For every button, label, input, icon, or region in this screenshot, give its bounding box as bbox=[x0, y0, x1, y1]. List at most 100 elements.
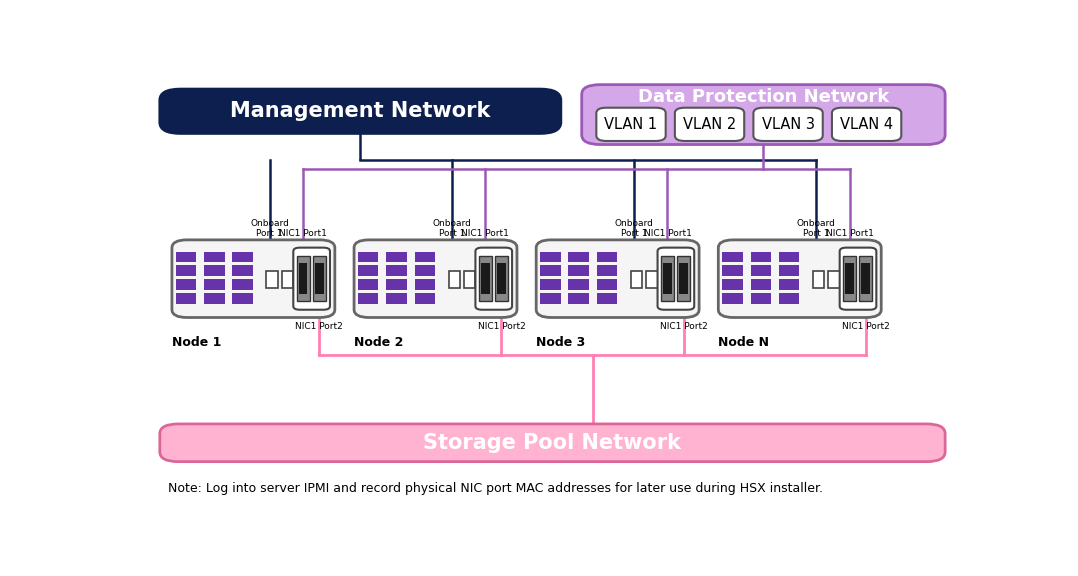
Text: Note: Log into server IPMI and record physical NIC port MAC addresses for later : Note: Log into server IPMI and record ph… bbox=[168, 482, 824, 495]
Bar bbox=[540, 266, 561, 275]
Bar bbox=[859, 256, 872, 301]
Bar bbox=[828, 271, 840, 288]
Bar bbox=[631, 271, 642, 288]
Bar bbox=[540, 279, 561, 290]
Bar bbox=[779, 252, 799, 262]
Bar bbox=[386, 252, 406, 262]
Bar bbox=[495, 256, 508, 301]
Text: NIC1 Port2: NIC1 Port2 bbox=[660, 322, 707, 331]
Text: NIC1 Port1: NIC1 Port1 bbox=[279, 229, 327, 238]
Bar bbox=[204, 266, 224, 275]
Bar bbox=[779, 279, 799, 290]
Bar bbox=[481, 263, 489, 294]
Bar bbox=[663, 263, 672, 294]
Text: NIC1 Port1: NIC1 Port1 bbox=[461, 229, 509, 238]
Bar bbox=[204, 293, 224, 304]
FancyBboxPatch shape bbox=[160, 89, 561, 134]
Bar bbox=[313, 256, 326, 301]
Text: Management Network: Management Network bbox=[230, 101, 490, 122]
Bar bbox=[568, 279, 589, 290]
Text: Node 1: Node 1 bbox=[171, 336, 221, 349]
Bar bbox=[750, 293, 771, 304]
FancyBboxPatch shape bbox=[754, 108, 823, 141]
Bar bbox=[568, 266, 589, 275]
Bar bbox=[204, 279, 224, 290]
Text: NIC1 Port2: NIC1 Port2 bbox=[842, 322, 889, 331]
Bar bbox=[415, 293, 434, 304]
Bar bbox=[722, 252, 743, 262]
Text: VLAN 1: VLAN 1 bbox=[605, 117, 658, 132]
Bar bbox=[415, 252, 434, 262]
Text: Node N: Node N bbox=[718, 336, 770, 349]
FancyBboxPatch shape bbox=[675, 108, 744, 141]
Text: Onboard
Port 1: Onboard Port 1 bbox=[797, 219, 835, 238]
FancyBboxPatch shape bbox=[596, 108, 666, 141]
Bar bbox=[386, 279, 406, 290]
Bar bbox=[233, 252, 253, 262]
Bar bbox=[597, 279, 617, 290]
Bar bbox=[204, 252, 224, 262]
Bar bbox=[813, 271, 825, 288]
Bar bbox=[233, 266, 253, 275]
Text: Onboard
Port 1: Onboard Port 1 bbox=[432, 219, 471, 238]
Bar bbox=[386, 266, 406, 275]
FancyBboxPatch shape bbox=[160, 424, 945, 461]
Bar bbox=[679, 263, 688, 294]
Bar bbox=[281, 271, 293, 288]
FancyBboxPatch shape bbox=[658, 248, 694, 310]
Bar bbox=[779, 293, 799, 304]
Bar bbox=[266, 271, 278, 288]
Bar bbox=[861, 263, 870, 294]
Bar bbox=[448, 271, 460, 288]
Bar bbox=[722, 279, 743, 290]
Bar bbox=[568, 293, 589, 304]
Bar bbox=[750, 252, 771, 262]
Text: NIC1 Port1: NIC1 Port1 bbox=[644, 229, 691, 238]
Bar bbox=[845, 263, 854, 294]
Bar bbox=[299, 263, 307, 294]
Bar bbox=[176, 266, 196, 275]
Bar bbox=[358, 266, 378, 275]
Bar bbox=[233, 279, 253, 290]
FancyBboxPatch shape bbox=[293, 248, 330, 310]
Bar bbox=[358, 252, 378, 262]
Bar bbox=[296, 256, 309, 301]
Text: NIC1 Port2: NIC1 Port2 bbox=[478, 322, 525, 331]
Bar bbox=[176, 293, 196, 304]
Bar bbox=[540, 252, 561, 262]
Text: Node 2: Node 2 bbox=[354, 336, 403, 349]
Text: VLAN 3: VLAN 3 bbox=[761, 117, 815, 132]
FancyBboxPatch shape bbox=[536, 240, 700, 317]
Bar bbox=[661, 256, 674, 301]
Bar bbox=[497, 263, 506, 294]
Text: Onboard
Port 1: Onboard Port 1 bbox=[614, 219, 653, 238]
Bar bbox=[646, 271, 658, 288]
Bar bbox=[176, 252, 196, 262]
Bar bbox=[415, 279, 434, 290]
Bar bbox=[750, 266, 771, 275]
Text: Storage Pool Network: Storage Pool Network bbox=[424, 433, 681, 453]
Bar bbox=[750, 279, 771, 290]
FancyBboxPatch shape bbox=[718, 240, 881, 317]
Bar bbox=[358, 279, 378, 290]
FancyBboxPatch shape bbox=[582, 85, 945, 145]
Text: VLAN 2: VLAN 2 bbox=[683, 117, 736, 132]
Bar bbox=[233, 293, 253, 304]
Bar bbox=[415, 266, 434, 275]
Bar bbox=[386, 293, 406, 304]
Bar bbox=[779, 266, 799, 275]
FancyBboxPatch shape bbox=[840, 248, 876, 310]
Bar bbox=[176, 279, 196, 290]
Bar bbox=[597, 293, 617, 304]
Bar bbox=[722, 266, 743, 275]
Bar bbox=[315, 263, 323, 294]
Text: NIC1 Port2: NIC1 Port2 bbox=[295, 322, 343, 331]
Bar bbox=[597, 266, 617, 275]
Text: VLAN 4: VLAN 4 bbox=[840, 117, 894, 132]
Bar bbox=[722, 293, 743, 304]
FancyBboxPatch shape bbox=[354, 240, 517, 317]
Text: Data Protection Network: Data Protection Network bbox=[638, 88, 889, 106]
Bar bbox=[464, 271, 475, 288]
FancyBboxPatch shape bbox=[171, 240, 335, 317]
Bar bbox=[843, 256, 856, 301]
